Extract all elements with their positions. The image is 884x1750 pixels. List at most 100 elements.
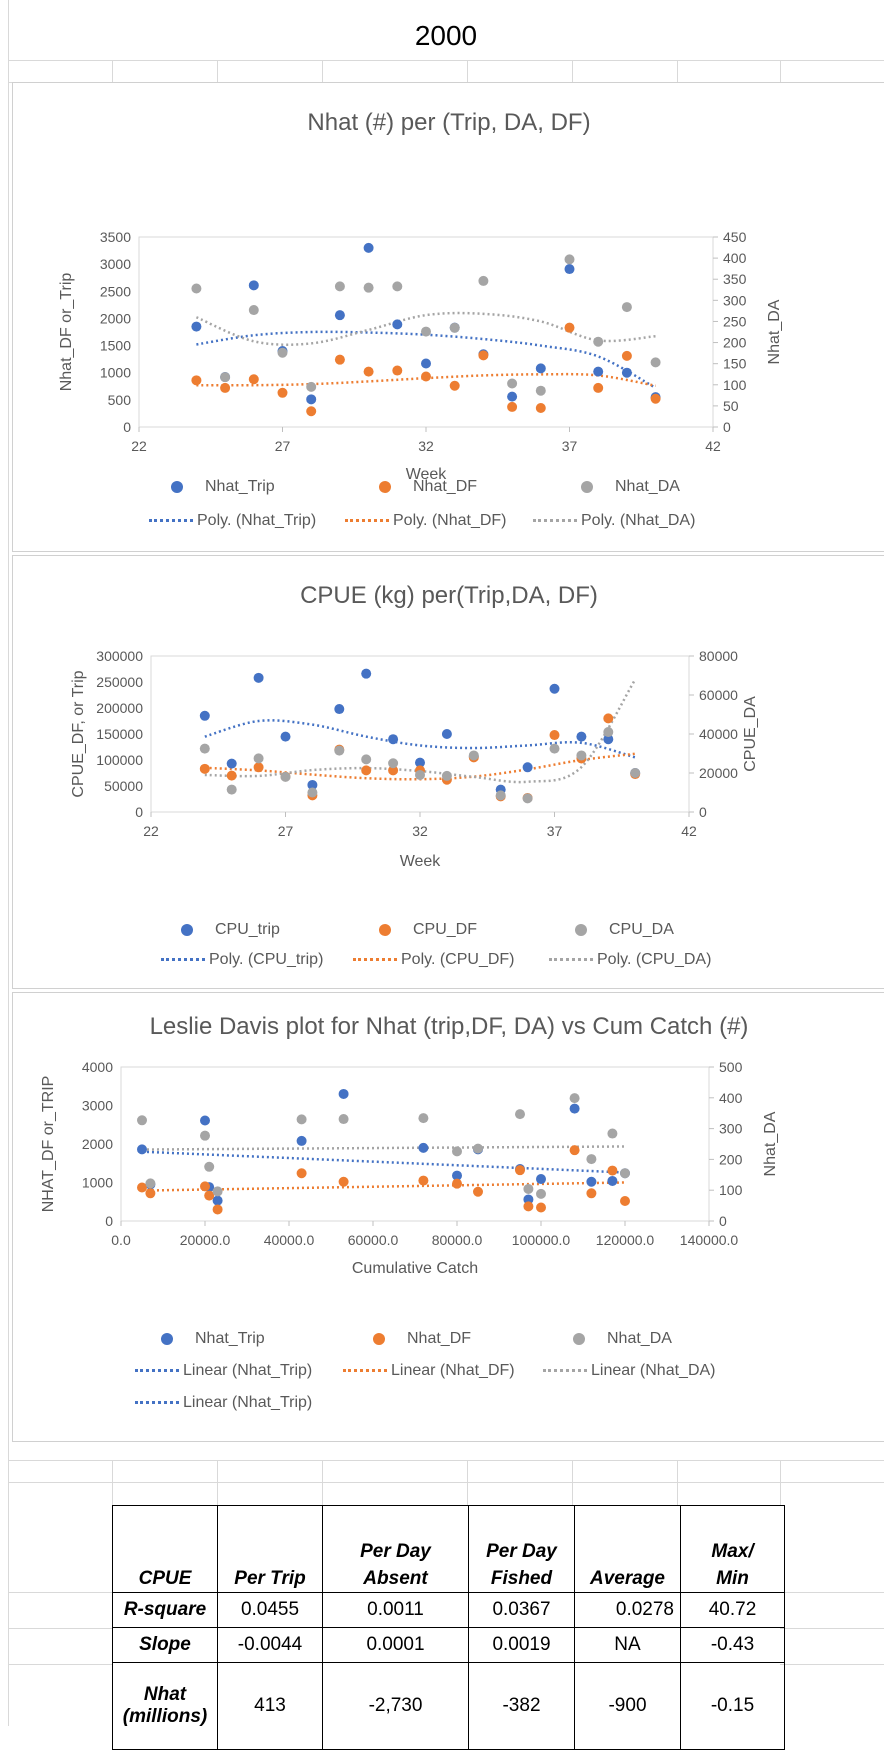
summary-table: CPUE Per Trip Per Day Absent Per Day Fishe… bbox=[112, 1505, 785, 1750]
legend-label: Linear (Nhat_Trip) bbox=[183, 1394, 313, 1411]
data-point bbox=[204, 1161, 215, 1172]
y-left-tick-label: 3000 bbox=[100, 256, 131, 272]
data-point bbox=[280, 771, 291, 782]
chart-leslie-davis[interactable]: Leslie Davis plot for Nhat (trip,DF, DA)… bbox=[12, 992, 884, 1442]
data-point bbox=[421, 358, 431, 369]
data-point bbox=[415, 769, 425, 780]
x-tick-label: 42 bbox=[681, 823, 697, 839]
table-row: Slope -0.0044 0.0001 0.0019 NA -0.43 bbox=[112, 1627, 785, 1663]
x-tick-label: 32 bbox=[412, 823, 428, 839]
data-point bbox=[603, 734, 614, 745]
x-tick-label: 37 bbox=[562, 438, 578, 454]
data-point bbox=[415, 757, 425, 768]
legend-label: Nhat_DF bbox=[407, 1330, 472, 1347]
y-left-tick-label: 3500 bbox=[100, 229, 131, 245]
row-label: R-square bbox=[112, 1592, 218, 1628]
x-tick-label: 32 bbox=[418, 438, 434, 454]
trendline bbox=[141, 1150, 626, 1174]
plot-frame bbox=[120, 1066, 710, 1222]
y-left-tick-label: 500 bbox=[108, 392, 132, 408]
data-point bbox=[549, 743, 560, 754]
data-point bbox=[603, 727, 614, 738]
data-point bbox=[137, 1144, 147, 1155]
data-point bbox=[523, 1183, 534, 1194]
table-cell: 0.0367 bbox=[468, 1592, 575, 1628]
legend-trend-trip bbox=[161, 958, 205, 962]
table-cell: NA bbox=[574, 1627, 681, 1663]
legend-label: Poly. (Nhat_DA) bbox=[581, 512, 696, 529]
y-left-axis-title: NHAT_DF or_TRIP bbox=[40, 1076, 57, 1213]
data-point bbox=[145, 1188, 156, 1199]
data-point bbox=[212, 1195, 223, 1206]
legend-label: Nhat_DF bbox=[413, 478, 478, 495]
data-point bbox=[306, 381, 317, 392]
data-point bbox=[452, 1146, 462, 1157]
y-right-tick-label: 500 bbox=[719, 1059, 743, 1075]
y-left-tick-label: 1000 bbox=[82, 1175, 113, 1191]
data-point bbox=[441, 729, 452, 739]
data-point bbox=[226, 758, 237, 769]
chart-cpue-week[interactable]: CPUE (kg) per(Trip,DA, DF) 22 27 32 37 42 0 50… bbox=[12, 555, 884, 989]
header-cpue: CPUE bbox=[112, 1505, 218, 1593]
data-point bbox=[620, 1168, 630, 1179]
data-point bbox=[593, 336, 604, 347]
data-point bbox=[361, 754, 372, 765]
table-header-row: CPUE Per Trip Per Day Absent Per Day Fishe… bbox=[112, 1505, 785, 1593]
y-left-tick-label: 1000 bbox=[100, 365, 131, 381]
data-point bbox=[523, 1201, 534, 1212]
chart-plot-area: 22 27 32 37 42050010001500200025003000350005… bbox=[58, 229, 783, 483]
data-point bbox=[334, 310, 345, 321]
data-point bbox=[220, 382, 231, 393]
data-point bbox=[468, 750, 479, 761]
data-point bbox=[306, 394, 317, 405]
y-left-tick-label: 3000 bbox=[82, 1098, 113, 1114]
data-point bbox=[307, 787, 318, 798]
x-tick-label: 27 bbox=[275, 438, 291, 454]
data-point bbox=[564, 254, 575, 265]
table-cell: -0.0044 bbox=[217, 1627, 323, 1663]
data-point bbox=[338, 1176, 349, 1187]
chart-nhat-week[interactable]: Nhat (#) per (Trip, DA, DF) 22 27 32 37 42 0 5… bbox=[12, 82, 884, 552]
data-point bbox=[338, 1114, 349, 1125]
y-right-axis-title: CPUE_DA bbox=[742, 696, 759, 772]
y-left-tick-label: 2500 bbox=[100, 283, 131, 299]
data-point bbox=[418, 1175, 429, 1186]
data-point bbox=[507, 401, 518, 412]
legend-trend-trip-extra bbox=[135, 1401, 179, 1405]
x-tick-label: 22 bbox=[143, 823, 159, 839]
data-point bbox=[226, 784, 237, 795]
table-cell: 0.0001 bbox=[322, 1627, 469, 1663]
x-tick-label: 20000.0 bbox=[180, 1232, 231, 1248]
data-point bbox=[621, 302, 632, 313]
data-point bbox=[248, 280, 259, 291]
y-right-tick-label: 150 bbox=[723, 356, 747, 372]
chart-title: Leslie Davis plot for Nhat (trip,DF, DA)… bbox=[149, 1013, 749, 1040]
data-point bbox=[452, 1178, 462, 1189]
data-point bbox=[607, 1128, 618, 1139]
data-point bbox=[392, 319, 403, 330]
legend-marker-trip bbox=[171, 480, 183, 493]
row-label: Slope bbox=[112, 1627, 218, 1663]
x-tick-label: 100000.0 bbox=[512, 1232, 571, 1248]
data-point bbox=[334, 745, 345, 756]
chart-plot-area: 0.0 20000.0 40000.0 60000.0 80000.0 100000.0 1… bbox=[40, 1059, 779, 1277]
data-point bbox=[586, 1176, 597, 1187]
data-point bbox=[495, 790, 506, 801]
legend-trend-df bbox=[345, 519, 389, 523]
legend-label: Poly. (CPU_DF) bbox=[401, 951, 515, 968]
y-right-tick-label: 50 bbox=[723, 398, 739, 414]
data-point bbox=[388, 765, 399, 776]
data-point bbox=[199, 743, 210, 754]
data-point bbox=[549, 683, 560, 694]
legend-marker-trip bbox=[181, 923, 193, 936]
x-tick-label: 80000.0 bbox=[432, 1232, 483, 1248]
data-point bbox=[280, 731, 291, 742]
legend-label: Poly. (Nhat_Trip) bbox=[197, 512, 317, 529]
data-point bbox=[569, 1145, 580, 1156]
y-right-axis-title: Nhat_DA bbox=[766, 299, 783, 364]
legend-marker-da bbox=[573, 1332, 585, 1345]
y-right-tick-label: 0 bbox=[699, 804, 707, 820]
data-point bbox=[569, 1103, 580, 1114]
data-point bbox=[564, 322, 575, 333]
